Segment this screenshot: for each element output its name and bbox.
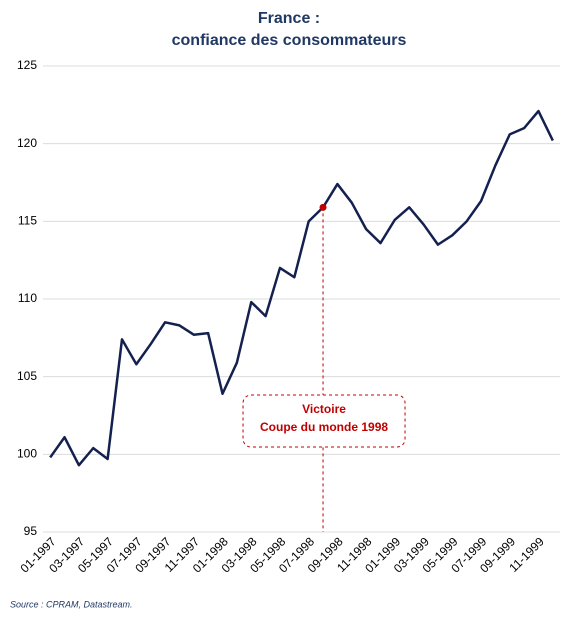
annotation-box [242,394,406,448]
y-tick-label: 115 [18,214,37,228]
y-tick-label: 110 [18,291,37,305]
source-note: Source : CPRAM, Datastream. [10,599,133,609]
highlight-point [319,203,327,211]
chart-title: France : [258,10,320,27]
y-tick-label: 125 [17,58,37,72]
y-tick-label: 100 [17,447,37,461]
annotation-text: Coupe du monde 1998 [260,420,388,434]
y-tick-label: 120 [17,136,37,150]
annotation-text: Victoire [302,402,346,416]
y-tick-label: 105 [17,369,37,383]
y-tick-label: 95 [24,524,38,538]
data-line [49,109,554,467]
chart-subtitle: confiance des consommateurs [172,32,407,49]
